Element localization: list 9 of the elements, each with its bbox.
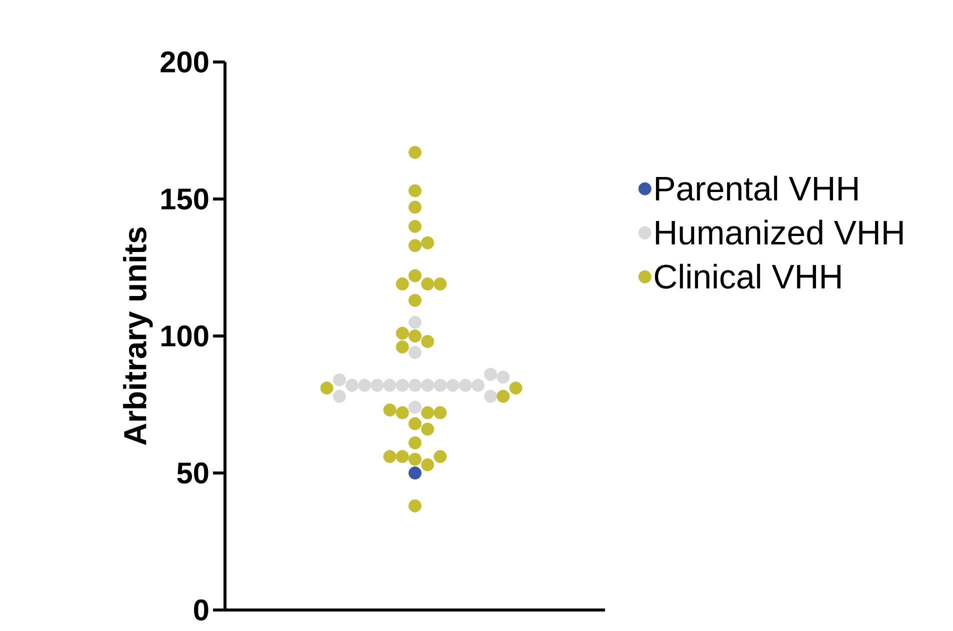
legend-label: Clinical VHH	[654, 264, 840, 289]
y-tick-label: 150	[161, 188, 208, 210]
y-axis-title: Arbitrary units	[123, 228, 153, 446]
legend-label: Parental VHH	[656, 176, 858, 201]
y-tick-label: 0	[194, 599, 208, 621]
legend-label: Humanized VHH	[656, 220, 903, 245]
y-tick-label: 100	[161, 325, 208, 347]
y-tick-label: 50	[177, 462, 208, 484]
y-tick-label: 200	[160, 51, 208, 73]
